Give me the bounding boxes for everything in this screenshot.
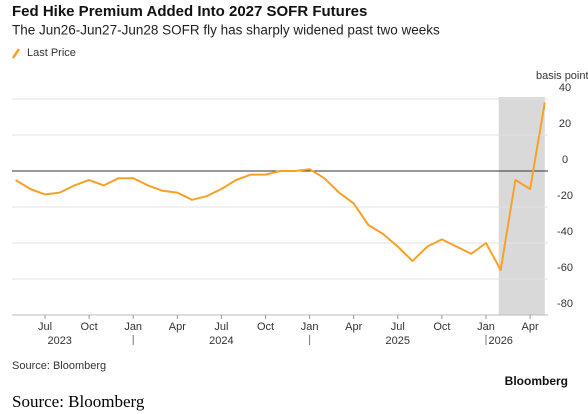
legend-swatch — [11, 48, 21, 59]
y-tick-label: 0 — [562, 154, 568, 166]
year-label: 2025 — [386, 335, 410, 347]
y-tick-label: -80 — [557, 298, 573, 310]
y-tick-label: 20 — [559, 118, 571, 130]
y-tick-label: -20 — [557, 190, 573, 202]
chart-subtitle: The Jun26-Jun27-Jun28 SOFR fly has sharp… — [12, 23, 440, 38]
y-tick-label: -40 — [557, 226, 573, 238]
x-tick-label: Oct — [81, 321, 98, 333]
x-tick-label: Oct — [433, 321, 450, 333]
x-tick-label: Jan — [301, 321, 319, 333]
x-tick-label: Jul — [38, 321, 52, 333]
y-axis-label: basis points — [536, 70, 588, 82]
shaded-region — [498, 97, 545, 315]
y-tick-label: 40 — [559, 82, 571, 94]
x-tick-label: Apr — [345, 321, 362, 333]
source: Source: Bloomberg — [12, 360, 106, 372]
x-tick-label: Apr — [522, 321, 539, 333]
x-tick-label: Jan — [124, 321, 142, 333]
line-series — [15, 102, 546, 271]
x-tick-label: Jan — [477, 321, 495, 333]
x-tick-label: Apr — [169, 321, 186, 333]
caption: Source: Bloomberg — [12, 392, 145, 411]
x-tick-label: Oct — [257, 321, 274, 333]
chart-title: Fed Hike Premium Added Into 2027 SOFR Fu… — [12, 3, 367, 20]
year-label: 2024 — [209, 335, 233, 347]
year-label: 2023 — [47, 335, 71, 347]
legend-label: Last Price — [27, 47, 76, 59]
year-label: 2026 — [488, 335, 512, 347]
x-tick-label: Jul — [214, 321, 228, 333]
y-tick-label: -60 — [557, 262, 573, 274]
x-tick-label: Jul — [391, 321, 405, 333]
brand: Bloomberg — [505, 374, 568, 388]
